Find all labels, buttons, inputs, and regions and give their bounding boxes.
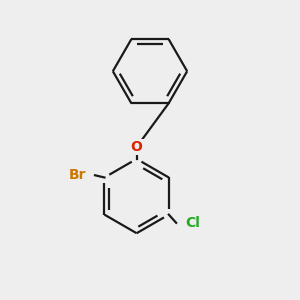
Text: Cl: Cl xyxy=(185,216,200,230)
Text: O: O xyxy=(131,140,142,154)
Text: Br: Br xyxy=(69,168,86,182)
